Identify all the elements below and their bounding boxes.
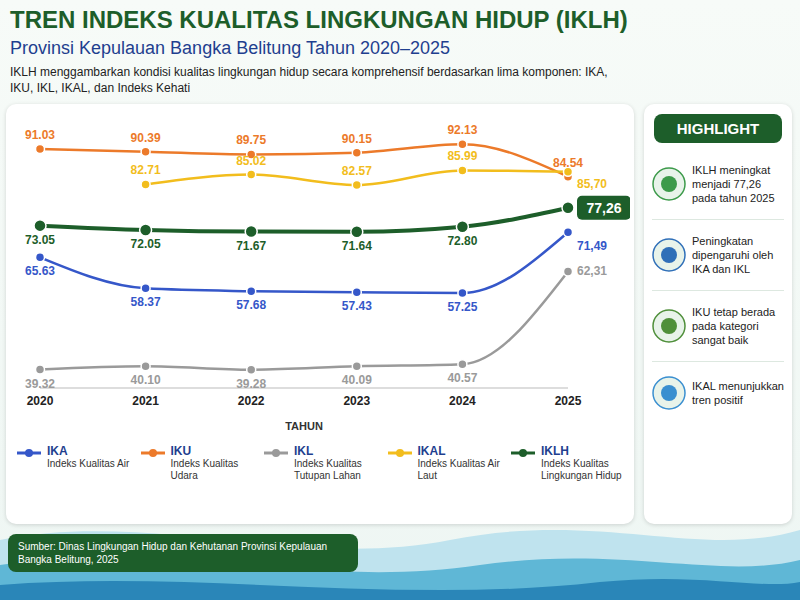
html-text:Indeks Kualitas Tutupan Lahan: Indeks Kualitas Tutupan Lahan bbox=[294, 458, 362, 481]
html-text:TREN INDEKS KUALITAS LINGKUNGA: TREN INDEKS KUALITAS LINGKUNGAN HIDUP (I… bbox=[10, 6, 628, 33]
html-text:Indeks Kualitas Udara: Indeks Kualitas Udara bbox=[170, 458, 239, 481]
html-text:Sumber: Dinas Lingkungan Hidup: Sumber: Dinas Lingkungan Hidup dan Kehut… bbox=[18, 541, 328, 565]
svg-text:85.99: 85.99 bbox=[447, 149, 477, 163]
svg-text:77,26: 77,26 bbox=[586, 200, 621, 216]
svg-text:71.67: 71.67 bbox=[236, 239, 266, 253]
html-text:IKL: IKL bbox=[294, 444, 314, 458]
html-text:Indeks Kualitas Air: Indeks Kualitas Air bbox=[47, 458, 130, 469]
svg-text:TAHUN: TAHUN bbox=[285, 420, 323, 432]
svg-text:92.13: 92.13 bbox=[447, 123, 477, 137]
html-text:HIGHLIGHT: HIGHLIGHT bbox=[676, 120, 760, 137]
html-text:IKA: IKA bbox=[47, 444, 68, 458]
svg-text:72.80: 72.80 bbox=[447, 234, 477, 248]
svg-text:85,70: 85,70 bbox=[577, 177, 607, 191]
svg-text:71.64: 71.64 bbox=[342, 239, 372, 253]
svg-text:57.43: 57.43 bbox=[342, 299, 372, 313]
svg-text:91.03: 91.03 bbox=[25, 128, 55, 142]
html-text:Peningkatan dipengaruhi oleh I: Peningkatan dipengaruhi oleh IKA dan IKL bbox=[692, 235, 774, 275]
svg-text:40.10: 40.10 bbox=[131, 373, 161, 387]
svg-text:39.32: 39.32 bbox=[25, 377, 55, 391]
html-text:IKLH menggambarkan kondisi kua: IKLH menggambarkan kondisi kualitas ling… bbox=[10, 65, 608, 95]
svg-text:89.75: 89.75 bbox=[236, 133, 266, 147]
svg-text:40.57: 40.57 bbox=[447, 371, 477, 385]
svg-text:65.63: 65.63 bbox=[25, 264, 55, 278]
svg-text:71,49: 71,49 bbox=[577, 239, 607, 253]
svg-text:40.09: 40.09 bbox=[342, 373, 372, 387]
html-text:IKU tetap berada pada kategori: IKU tetap berada pada kategori sangat ba… bbox=[692, 306, 776, 346]
html-text:IKLH: IKLH bbox=[541, 444, 569, 458]
html-text:Provinsi Kepulauan Bangka Beli: Provinsi Kepulauan Bangka Belitung Tahun… bbox=[10, 38, 450, 58]
svg-text:82.71: 82.71 bbox=[131, 163, 161, 177]
svg-text:2023: 2023 bbox=[343, 394, 370, 408]
svg-text:73.05: 73.05 bbox=[25, 233, 55, 247]
svg-text:58.37: 58.37 bbox=[131, 295, 161, 309]
svg-text:85.02: 85.02 bbox=[236, 154, 266, 168]
svg-text:90.15: 90.15 bbox=[342, 132, 372, 146]
svg-text:57.68: 57.68 bbox=[236, 298, 266, 312]
html-text:IKAL: IKAL bbox=[417, 444, 446, 458]
svg-text:90.39: 90.39 bbox=[131, 131, 161, 145]
html-text:IKU: IKU bbox=[170, 444, 192, 458]
html-text:Indeks Kualitas Air Laut: Indeks Kualitas Air Laut bbox=[417, 458, 500, 481]
svg-text:39.28: 39.28 bbox=[236, 377, 266, 391]
svg-text:57.25: 57.25 bbox=[447, 300, 477, 314]
svg-text:2020: 2020 bbox=[27, 394, 54, 408]
svg-text:84.54: 84.54 bbox=[553, 156, 583, 170]
svg-text:2025: 2025 bbox=[555, 394, 582, 408]
svg-text:62,31: 62,31 bbox=[577, 264, 607, 278]
svg-text:2024: 2024 bbox=[449, 394, 476, 408]
html-text:Indeks Kualitas Lingkungan Hid: Indeks Kualitas Lingkungan Hidup bbox=[541, 458, 622, 481]
svg-text:2021: 2021 bbox=[132, 394, 159, 408]
html-text:IKLH meningkat menjadi 77,26 p: IKLH meningkat menjadi 77,26 pada tahun … bbox=[692, 164, 775, 204]
html-text:IKAL menunjukkan tren positif: IKAL menunjukkan tren positif bbox=[692, 380, 784, 406]
svg-text:72.05: 72.05 bbox=[131, 237, 161, 251]
svg-text:82.57: 82.57 bbox=[342, 164, 372, 178]
svg-text:2022: 2022 bbox=[238, 394, 265, 408]
